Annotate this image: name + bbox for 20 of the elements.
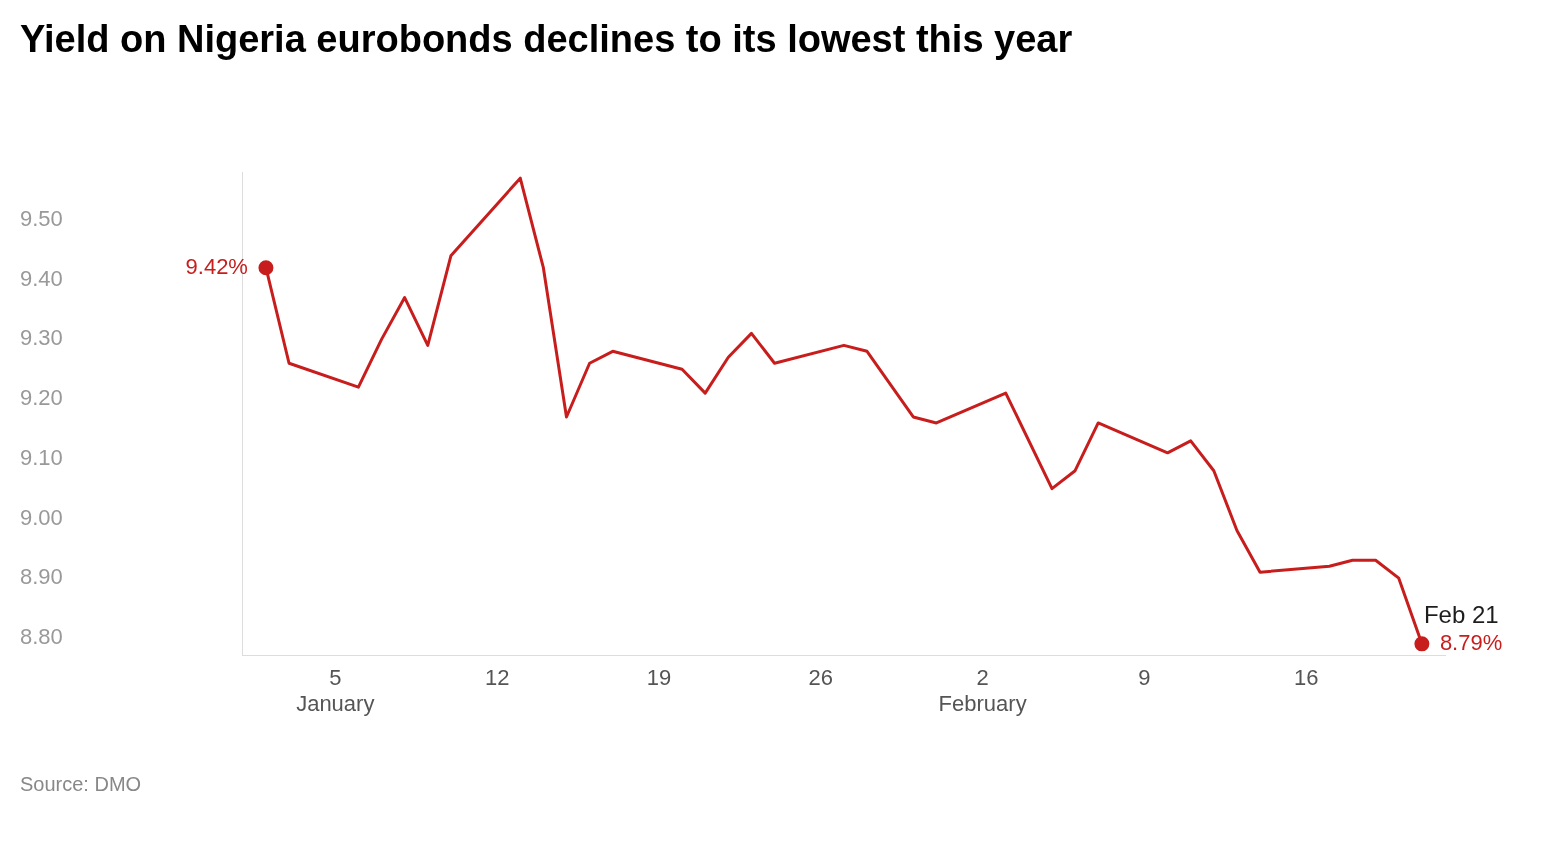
data-label: 9.42% bbox=[185, 253, 248, 279]
x-tick-label: 5 January bbox=[296, 665, 375, 717]
chart-title: Yield on Nigeria eurobonds declines to its lowest this year bbox=[20, 18, 1074, 61]
data-label: 8.79% bbox=[1439, 629, 1503, 655]
y-tick-label: 9.50 bbox=[20, 206, 63, 232]
x-tick-label: 16 bbox=[1294, 665, 1319, 691]
x-tick-label: 26 bbox=[808, 665, 834, 691]
y-tick-label: 8.80 bbox=[20, 623, 63, 649]
y-tick-label: 9.00 bbox=[20, 504, 63, 530]
annotation: Feb 21 bbox=[1423, 601, 1499, 629]
y-tick-label: 9.30 bbox=[20, 325, 63, 351]
y-tick-label: 9.40 bbox=[20, 265, 63, 291]
y-tick-label: 8.90 bbox=[20, 564, 63, 590]
y-tick-label: 9.10 bbox=[20, 444, 63, 470]
x-tick-label: 19 bbox=[646, 665, 672, 691]
x-tick-label: 12 bbox=[484, 665, 510, 691]
x-tick-label: 9 bbox=[1138, 665, 1151, 691]
source-note: Source: DMO bbox=[20, 773, 143, 796]
y-tick-label: 9.20 bbox=[20, 385, 63, 411]
x-tick-label: 2 February bbox=[938, 665, 1027, 717]
